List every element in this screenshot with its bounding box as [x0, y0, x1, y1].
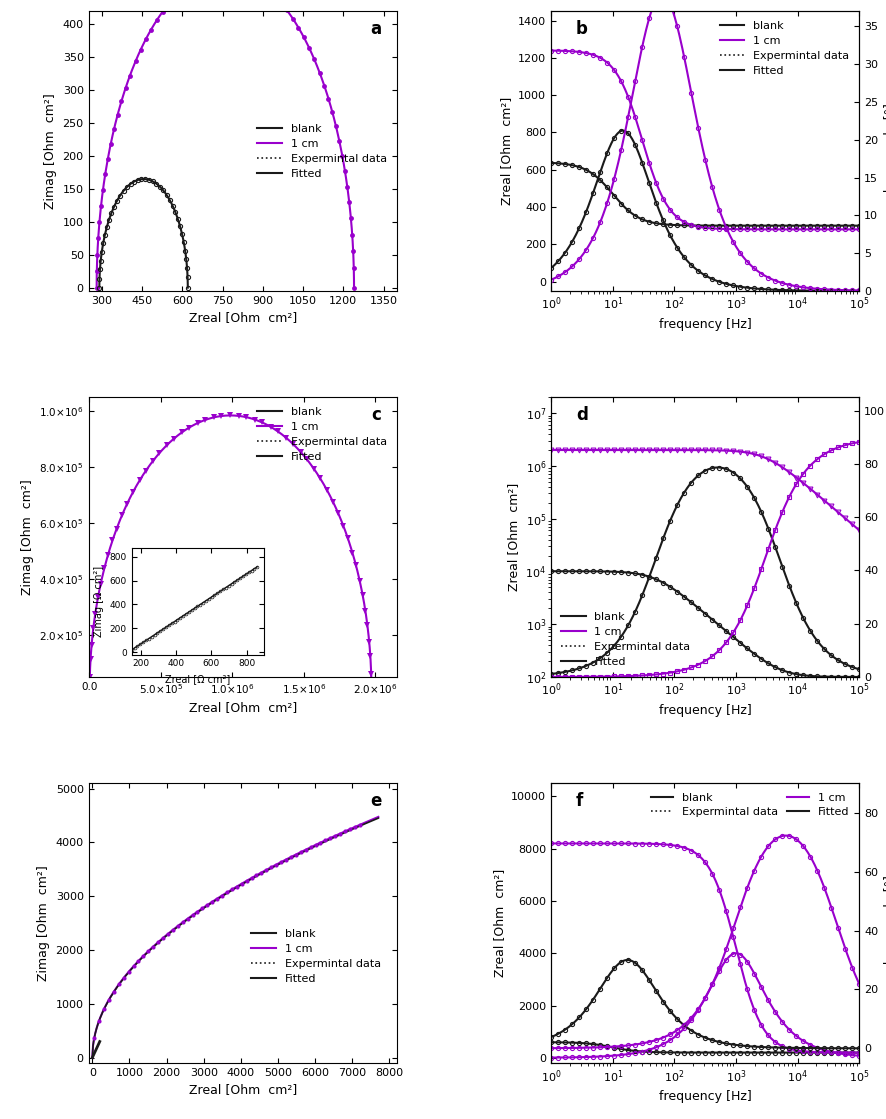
- X-axis label: frequency [Hz]: frequency [Hz]: [659, 704, 751, 717]
- Legend: blank, 1 cm, Expermintal data, Fitted: blank, 1 cm, Expermintal data, Fitted: [247, 924, 385, 989]
- Y-axis label: phase angle [°]: phase angle [°]: [884, 103, 886, 199]
- Text: d: d: [576, 406, 587, 424]
- Y-axis label: Zreal [Ohm  cm²]: Zreal [Ohm cm²]: [507, 483, 520, 591]
- Text: e: e: [370, 792, 382, 810]
- Legend: blank, 1 cm, Expermintal data, Fitted: blank, 1 cm, Expermintal data, Fitted: [716, 17, 854, 81]
- Y-axis label: Zreal [Ohm  cm²]: Zreal [Ohm cm²]: [500, 97, 512, 205]
- X-axis label: Zreal [Ohm  cm²]: Zreal [Ohm cm²]: [189, 311, 297, 325]
- Legend: blank, Expermintal data, 1 cm, Fitted: blank, Expermintal data, 1 cm, Fitted: [646, 789, 854, 821]
- Text: f: f: [576, 792, 583, 810]
- X-axis label: frequency [Hz]: frequency [Hz]: [659, 1090, 751, 1103]
- Y-axis label: Zimag [Ohm  cm²]: Zimag [Ohm cm²]: [44, 93, 57, 209]
- X-axis label: Zreal [Ohm  cm²]: Zreal [Ohm cm²]: [189, 1083, 297, 1097]
- Y-axis label: Zreal [Ohm  cm²]: Zreal [Ohm cm²]: [493, 869, 506, 977]
- X-axis label: Zreal [Ohm  cm²]: Zreal [Ohm cm²]: [189, 702, 297, 714]
- X-axis label: frequency [Hz]: frequency [Hz]: [659, 318, 751, 331]
- Y-axis label: Zimag [Ohm  cm²]: Zimag [Ohm cm²]: [20, 479, 34, 595]
- Text: c: c: [371, 406, 382, 424]
- Legend: blank, 1 cm, Expermintal data, Fitted: blank, 1 cm, Expermintal data, Fitted: [253, 119, 392, 184]
- Legend: blank, 1 cm, Expermintal data, Fitted: blank, 1 cm, Expermintal data, Fitted: [556, 608, 695, 671]
- Text: a: a: [370, 19, 382, 38]
- Y-axis label: Zimag [Ohm  cm²]: Zimag [Ohm cm²]: [37, 865, 50, 981]
- Legend: blank, 1 cm, Expermintal data, Fitted: blank, 1 cm, Expermintal data, Fitted: [253, 403, 392, 467]
- Text: b: b: [576, 19, 587, 38]
- Y-axis label: phase angle [°]: phase angle [°]: [884, 875, 886, 971]
